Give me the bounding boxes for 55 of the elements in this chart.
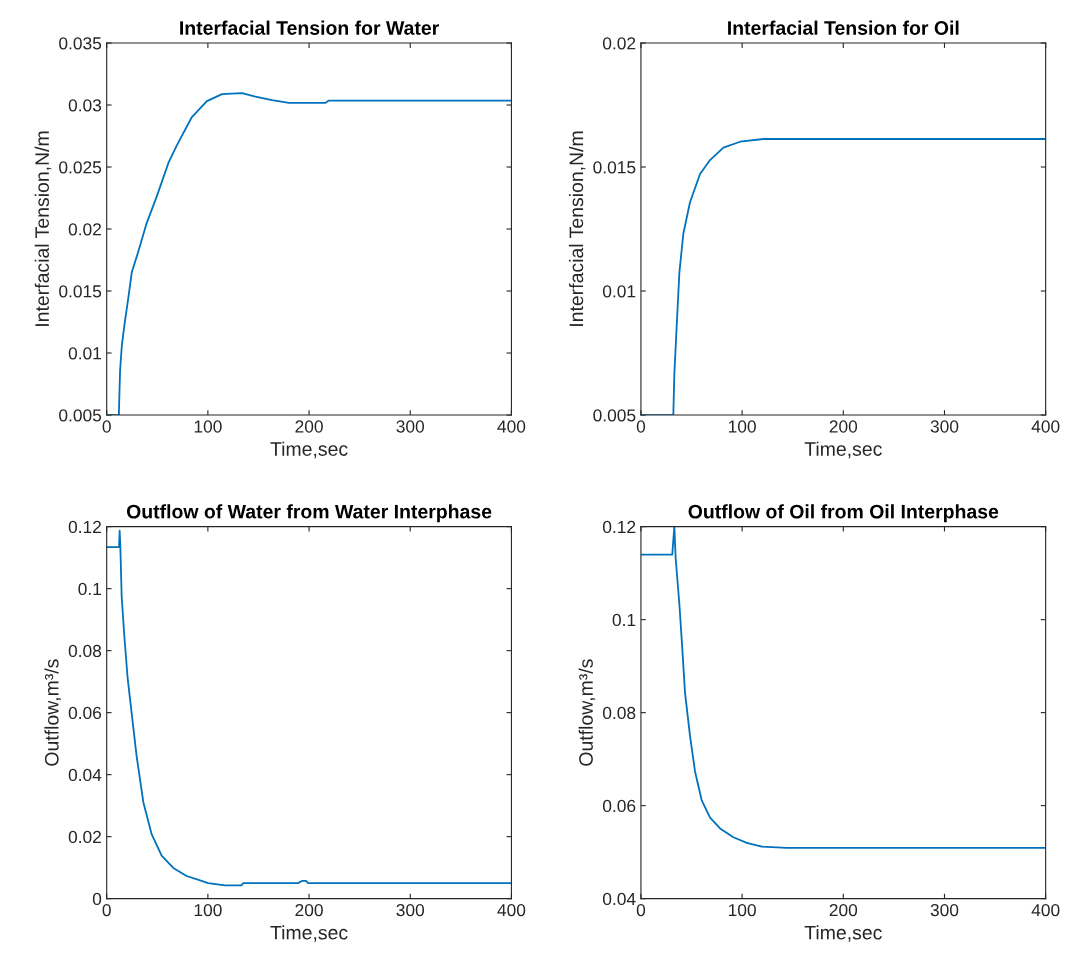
y-tick-label: 0.12 <box>68 520 101 534</box>
chart-title: Interfacial Tension for Water <box>180 20 439 35</box>
y-tick-label: 0.02 <box>602 37 636 50</box>
y-tick-label: 0.03 <box>68 99 102 112</box>
y-tick-label: 0.015 <box>593 161 636 174</box>
y-tick-label: 0.1 <box>78 582 101 596</box>
x-tick-label: 0 <box>636 903 646 917</box>
chart-title: Interfacial Tension for Oil <box>728 20 959 35</box>
y-tick-label: 0.02 <box>68 830 101 844</box>
y-tick-label: 0.005 <box>59 409 102 422</box>
y-axis-title: Outflow,m³/s <box>44 659 61 766</box>
y-tick-label: 0.015 <box>59 285 102 298</box>
y-tick-label: 0.08 <box>68 644 102 658</box>
y-tick-label: 0.1 <box>612 613 636 627</box>
y-tick-label: 0 <box>92 892 102 906</box>
y-axis-title: Interfacial Tension,N/m <box>568 131 586 326</box>
x-tick-label: 400 <box>1031 420 1060 433</box>
x-tick-label: 200 <box>295 420 323 433</box>
x-tick-label: 300 <box>396 420 425 433</box>
chart-title: Outflow of Water from Water Interphase <box>126 504 492 523</box>
x-tick-label: 400 <box>497 903 526 917</box>
y-tick-label: 0.06 <box>68 706 102 720</box>
y-axis-title: Interfacial Tension,N/m <box>34 131 52 326</box>
y-tick-label: 0.035 <box>59 37 102 50</box>
x-tick-label: 300 <box>930 420 959 433</box>
x-tick-label: 400 <box>1031 903 1060 917</box>
x-axis-title: Time,sec <box>804 441 882 459</box>
y-tick-label: 0.01 <box>602 285 636 298</box>
x-axis-title: Time,sec <box>270 925 348 942</box>
y-tick-label: 0.005 <box>593 409 636 422</box>
x-tick-label: 0 <box>102 903 111 917</box>
x-tick-label: 200 <box>829 420 858 433</box>
y-tick-label: 0.01 <box>68 347 101 360</box>
x-tick-label: 100 <box>194 903 222 917</box>
x-tick-label: 400 <box>497 420 526 433</box>
y-axis-title: Outflow,m³/s <box>578 659 596 766</box>
x-tick-label: 100 <box>728 420 756 433</box>
x-tick-label: 0 <box>102 420 111 433</box>
x-tick-label: 300 <box>930 903 959 917</box>
y-tick-label: 0.025 <box>59 161 102 174</box>
y-tick-label: 0.06 <box>602 799 636 813</box>
y-tick-label: 0.04 <box>602 892 636 906</box>
y-tick-label: 0.12 <box>602 520 636 534</box>
y-tick-label: 0.08 <box>602 706 636 720</box>
x-tick-label: 0 <box>636 420 646 433</box>
x-tick-label: 200 <box>295 903 323 917</box>
x-tick-label: 100 <box>194 420 222 433</box>
y-tick-label: 0.04 <box>68 768 102 782</box>
x-tick-label: 200 <box>829 903 858 917</box>
y-tick-label: 0.02 <box>68 223 101 236</box>
x-tick-label: 300 <box>396 903 425 917</box>
chart-title: Outflow of Oil from Oil Interphase <box>688 504 999 523</box>
x-tick-label: 100 <box>728 903 756 917</box>
x-axis-title: Time,sec <box>804 925 882 942</box>
x-axis-title: Time,sec <box>270 441 348 459</box>
